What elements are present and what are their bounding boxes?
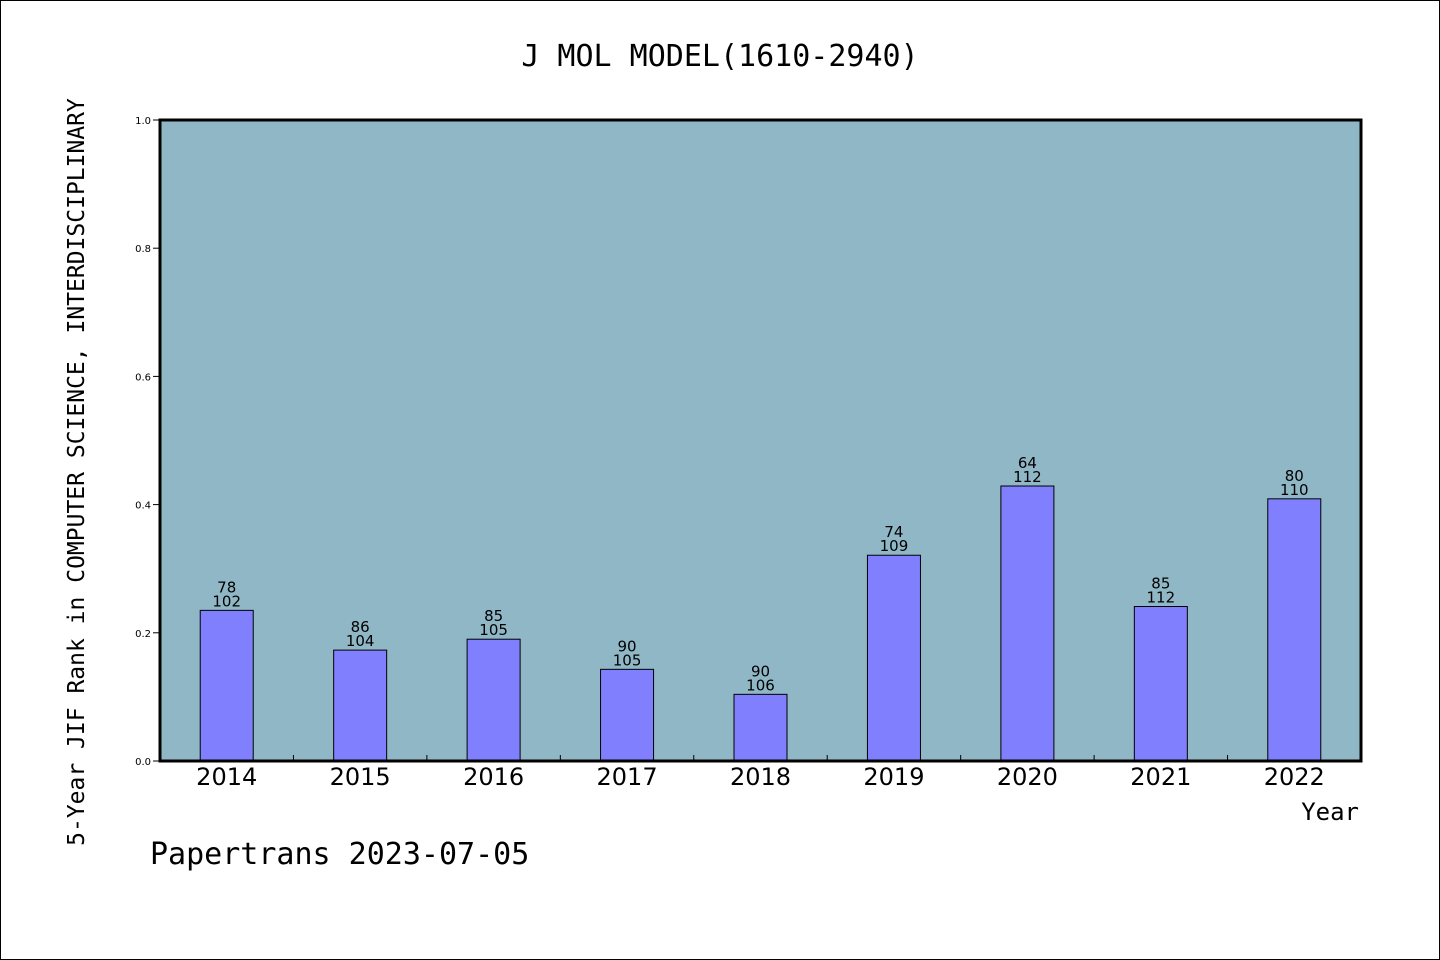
total-label-2018: 106 [746, 676, 775, 694]
y-axis: 0.0 0.2 0.4 0.6 0.8 1.0 [135, 116, 160, 768]
bar-2017 [600, 668, 655, 762]
rank-label-2017: 90 [618, 637, 637, 655]
rank-label-2019: 74 [884, 523, 903, 541]
rank-label-2021: 85 [1151, 575, 1170, 593]
data-labels-layer: 7810286104851059010590106741096411285112… [212, 454, 1308, 694]
bar-2021 [1133, 606, 1188, 762]
x-tick-label-2019: 2019 [863, 763, 924, 791]
x-axis-label: Year [1301, 798, 1359, 826]
x-tick-label-2020: 2020 [997, 763, 1058, 791]
rank-label-2015: 86 [351, 618, 370, 636]
total-label-2016: 105 [479, 621, 508, 639]
x-tick-label-2016: 2016 [463, 763, 524, 791]
rank-label-2020: 64 [1018, 454, 1037, 472]
plot-border [158, 118, 1363, 763]
rank-label-2014: 78 [217, 578, 236, 596]
x-tick-label-2014: 2014 [196, 763, 257, 791]
bars-layer [199, 485, 1322, 762]
y-tick-label: 0.2 [135, 629, 151, 640]
total-label-2019: 109 [880, 537, 909, 555]
x-axis: 2014 2015 2016 2017 2018 2019 2020 2021 2022 [196, 755, 1325, 791]
y-axis-label: 5-Year JIF Rank in COMPUTER SCIENCE, INT… [64, 98, 90, 846]
x-tick-label-2018: 2018 [730, 763, 791, 791]
y-tick-label: 0.0 [135, 757, 151, 768]
x-tick-label-2015: 2015 [330, 763, 391, 791]
x-tick-label-2017: 2017 [597, 763, 658, 791]
x-tick-label-2021: 2021 [1130, 763, 1191, 791]
total-label-2014: 102 [212, 592, 241, 610]
total-label-2021: 112 [1147, 589, 1176, 607]
x-tick-label-2022: 2022 [1264, 763, 1325, 791]
y-tick-label: 0.6 [135, 372, 151, 383]
total-label-2020: 112 [1013, 468, 1042, 486]
footer-credit: Papertrans 2023-07-05 [150, 837, 529, 872]
bar-2015 [333, 649, 388, 762]
bar-2019 [866, 554, 921, 762]
bar-2018 [733, 693, 788, 762]
y-tick-label: 0.4 [135, 501, 151, 512]
bar-2014 [199, 609, 254, 762]
total-label-2022: 110 [1280, 481, 1309, 499]
bar-2020 [1000, 485, 1055, 762]
rank-label-2016: 85 [484, 607, 503, 625]
total-label-2017: 105 [613, 651, 642, 669]
rank-label-2018: 90 [751, 662, 770, 680]
chart-title: J MOL MODEL(1610-2940) [521, 39, 918, 74]
total-label-2015: 104 [346, 632, 375, 650]
y-tick-label: 1.0 [135, 116, 151, 127]
bar-2022 [1267, 498, 1322, 762]
y-tick-label: 0.8 [135, 244, 151, 255]
bar-2016 [466, 638, 521, 762]
rank-label-2022: 80 [1285, 467, 1304, 485]
